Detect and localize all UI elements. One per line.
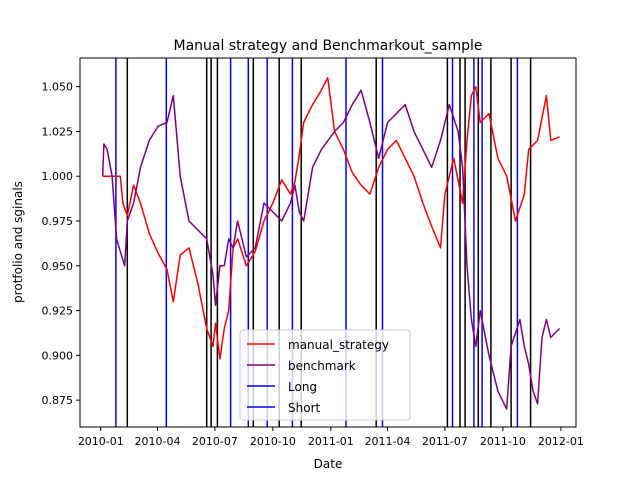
chart-title: Manual strategy and Benchmarkout_sample (173, 38, 482, 54)
x-tick-label: 2010-01 (78, 435, 124, 448)
y-tick-label: 0.900 (42, 349, 74, 362)
series-line-manual-strategy (102, 76, 560, 360)
series-lines (101, 76, 561, 410)
legend-label-benchmark: benchmark (288, 359, 356, 373)
y-tick-label: 0.925 (42, 305, 74, 318)
x-axis-label: Date (314, 457, 343, 471)
y-tick-label: 0.875 (42, 394, 74, 407)
x-tick-label: 2011-07 (422, 435, 468, 448)
y-tick-label: 1.025 (42, 125, 74, 138)
legend-box (239, 329, 411, 421)
x-tick-label: 2011-01 (308, 435, 354, 448)
legend-label-long: Long (288, 380, 317, 394)
y-tick-label: 0.975 (42, 215, 74, 228)
x-tick-label: 2011-10 (480, 435, 526, 448)
y-tick-label: 1.050 (42, 81, 74, 94)
x-tick-label: 2010-10 (250, 435, 296, 448)
legend-label-short: Short (288, 401, 320, 415)
legend: manual_strategy benchmark Long Short (239, 329, 411, 421)
x-tick-label: 2010-07 (192, 435, 238, 448)
x-axis-ticks: 2010-01 2010-04 2010-07 2010-10 2011-01 2011-… (78, 427, 584, 448)
y-axis-ticks: 0.875 0.900 0.925 0.950 0.975 1.000 1.025 1.050 (42, 81, 80, 407)
x-tick-label: 2012-01 (538, 435, 584, 448)
y-axis-label: protfolio and sginals (11, 181, 25, 303)
x-tick-label: 2010-04 (135, 435, 181, 448)
x-tick-label: 2011-04 (365, 435, 411, 448)
series-line-benchmark (101, 89, 561, 410)
plot-frame (79, 57, 577, 428)
y-tick-label: 0.950 (42, 260, 74, 273)
legend-label-manual-strategy: manual_strategy (288, 338, 389, 352)
y-tick-label: 1.000 (42, 170, 74, 183)
